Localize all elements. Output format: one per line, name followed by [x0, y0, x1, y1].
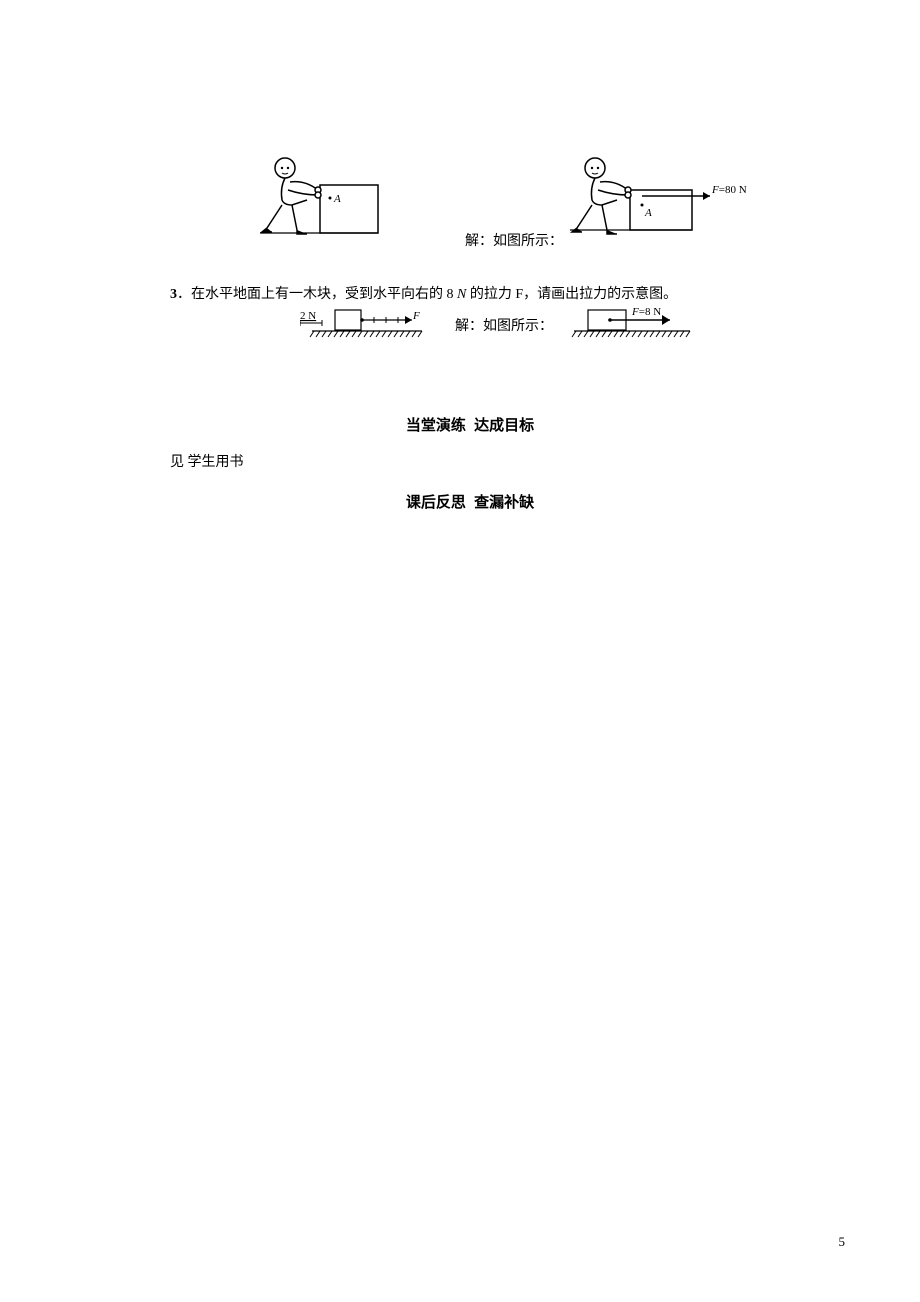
- section-heading-1: 当堂演练 达成目标: [170, 414, 770, 435]
- svg-text:F=8 N: F=8 N: [631, 307, 661, 318]
- svg-text:F=80 N: F=80 N: [711, 184, 747, 196]
- figure1-left: A: [240, 150, 410, 245]
- person-push-box-left-icon: A: [240, 150, 410, 240]
- person-push-box-right-icon: A F=80 N: [550, 150, 770, 240]
- svg-text:F: F: [412, 310, 420, 322]
- svg-text:A: A: [333, 193, 341, 205]
- heading2-part-a: 课后反思: [406, 494, 466, 511]
- figure2-answer-prefix: 解：如图所示：: [455, 315, 553, 335]
- q3-text: ．在水平地面上有一木块，受到水平向右的 8 N 的拉力 F，请画出拉力的示意图。: [177, 287, 677, 302]
- figure1-answer-prefix: 解：如图所示：: [465, 230, 563, 250]
- figure2-left: 2 N F: [300, 307, 440, 352]
- q3-number: 3: [170, 287, 177, 302]
- heading1-part-a: 当堂演练: [406, 417, 466, 434]
- figure1-right: A F=80 N: [550, 150, 770, 245]
- figure-row-2: 2 N F: [300, 307, 860, 367]
- block-arrow-right-icon: F=8 N: [570, 307, 740, 347]
- svg-text:A: A: [644, 207, 652, 219]
- figure2-right: F=8 N: [570, 307, 740, 352]
- plain-rest: 学生用书: [188, 455, 244, 470]
- question-3: 3．在水平地面上有一木块，受到水平向右的 8 N 的拉力 F，请画出拉力的示意图…: [170, 283, 770, 307]
- student-book-line: 见 学生用书: [170, 451, 770, 471]
- content-area: A: [170, 130, 770, 512]
- page: A: [0, 0, 920, 1302]
- plain-char: 见: [170, 455, 184, 470]
- section-heading-2: 课后反思 查漏补缺: [170, 491, 770, 512]
- figure-row-1: A: [240, 130, 790, 250]
- page-number: 5: [839, 1234, 846, 1250]
- heading2-part-b: 查漏补缺: [474, 494, 534, 511]
- block-scale-left-icon: 2 N F: [300, 307, 440, 347]
- heading1-part-b: 达成目标: [474, 417, 534, 434]
- svg-text:2 N: 2 N: [300, 310, 316, 322]
